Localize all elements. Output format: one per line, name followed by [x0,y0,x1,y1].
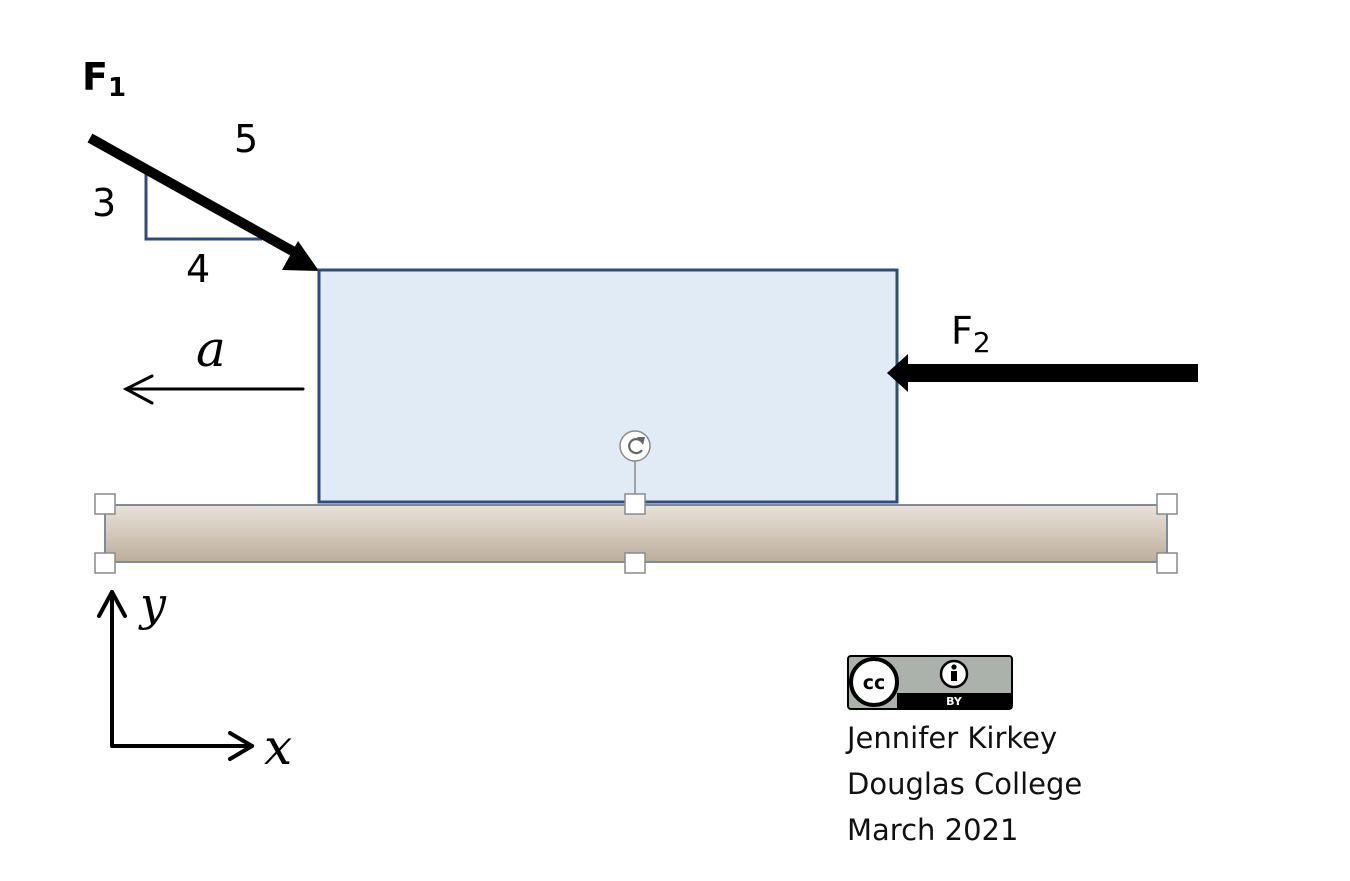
f2-label: F2 [951,309,991,359]
handle-bottom-left[interactable] [94,552,116,574]
slope-triangle [144,174,262,241]
selection-handles[interactable] [94,493,1178,574]
f2-arrow [887,354,1198,392]
handle-bottom-middle[interactable] [624,552,646,574]
creative-commons-by-icon: cc BY [847,655,1013,710]
credit-block: Jennifer Kirkey Douglas College March 20… [847,715,1082,853]
credit-author: Jennifer Kirkey [847,721,1058,755]
credit-institution: Douglas College [847,767,1083,801]
f1-label: F1 [82,55,126,103]
triangle-horizontal-label: 4 [186,247,210,291]
svg-text:cc: cc [863,672,886,694]
f1-arrow [87,133,319,271]
credit-date: March 2021 [847,813,1019,847]
triangle-hypotenuse-label: 5 [234,117,258,161]
rotate-icon[interactable] [619,430,651,494]
handle-top-right[interactable] [1156,493,1178,515]
svg-text:BY: BY [946,695,963,708]
block[interactable] [317,268,899,504]
coordinate-axes [97,590,254,761]
handle-bottom-right[interactable] [1156,552,1178,574]
handle-top-middle[interactable] [624,493,646,515]
acceleration-arrow [122,374,305,405]
y-axis-label: y [138,577,167,631]
triangle-vertical-label: 3 [92,181,116,225]
acceleration-label: a [196,320,226,378]
x-axis-label: x [264,718,292,776]
handle-top-left[interactable] [94,493,116,515]
